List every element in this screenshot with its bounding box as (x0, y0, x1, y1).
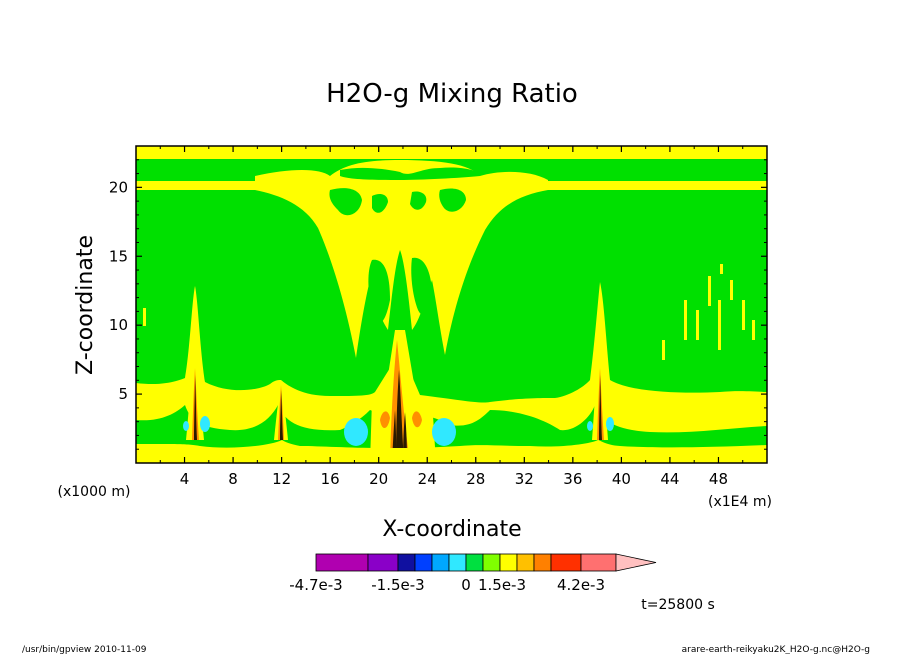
colorbar-segment (367, 553, 399, 572)
top-yellow-band (136, 146, 767, 159)
colorbar-segment (465, 553, 484, 572)
cyan-pocket (200, 416, 210, 432)
colorbar-label: 1.5e-3 (478, 576, 526, 594)
footer-right: arare-earth-reikyaku2K_H2O-g.nc@H2O-g (682, 645, 870, 654)
cyan-pocket (587, 421, 593, 431)
x-tick-label: 48 (709, 470, 728, 488)
colorbar-segment (397, 553, 416, 572)
colorbar-segment (414, 553, 433, 572)
scattered-streaks (143, 264, 755, 360)
central-orange (380, 411, 390, 429)
upper-yellow-plume (255, 160, 548, 358)
upper-green-blob (372, 194, 388, 213)
x-tick-label: 32 (515, 470, 534, 488)
x-tick-label: 12 (272, 470, 291, 488)
central-dark (396, 370, 404, 463)
colorbar-label: 4.2e-3 (557, 576, 605, 594)
y-tick-label: 20 (109, 178, 128, 196)
colorbar-segment (550, 553, 582, 572)
y-tick-label: 10 (109, 316, 128, 334)
column-dark-core (194, 375, 197, 440)
upper-green-blob (340, 167, 480, 180)
colorbar-segment (580, 553, 617, 572)
x-axis: 4 8 12 16 20 24 28 32 36 40 44 48 (159, 146, 744, 488)
upper-green-blob (329, 188, 362, 216)
x-tick-label: 40 (612, 470, 631, 488)
x-axis-label: X-coordinate (382, 517, 521, 542)
colorbar-segment (448, 553, 467, 572)
colorbar: -4.7e-3 -1.5e-3 0 1.5e-3 4.2e-3 (289, 553, 657, 594)
time-label: t=25800 s (641, 597, 715, 613)
upper-green-blob (411, 257, 432, 315)
colorbar-segment (431, 553, 450, 572)
cyan-pocket (344, 418, 368, 446)
upper-green-blob (439, 188, 466, 212)
surface-yellow-strip (136, 448, 767, 463)
column-dark-core (599, 375, 602, 440)
plot-area (136, 146, 767, 463)
colorbar-label: -4.7e-3 (289, 576, 342, 594)
colorbar-segment (499, 553, 518, 572)
x-tick-label: 8 (228, 470, 238, 488)
x-tick-label: 20 (369, 470, 388, 488)
y-tick-label: 15 (109, 247, 128, 265)
colorbar-segment (516, 553, 535, 572)
colorbar-label: 0 (461, 576, 471, 594)
x-unit-right: (x1E4 m) (708, 494, 772, 510)
x-tick-label: 44 (660, 470, 679, 488)
cyan-pocket (606, 417, 614, 431)
colorbar-segment (482, 553, 501, 572)
y-axis: 5 10 15 20 (109, 159, 767, 450)
upper-green-blob (410, 191, 427, 210)
cyan-pocket (432, 418, 456, 446)
x-unit-left: (x1000 m) (58, 484, 131, 500)
colorbar-label: -1.5e-3 (371, 576, 424, 594)
y-tick-label: 5 (118, 385, 128, 403)
x-tick-label: 28 (466, 470, 485, 488)
colorbar-extend (615, 553, 657, 572)
x-tick-label: 36 (563, 470, 582, 488)
x-tick-label: 24 (418, 470, 437, 488)
colorbar-segment (533, 553, 552, 572)
central-yellow (370, 330, 436, 463)
y-axis-label: Z-coordinate (73, 235, 98, 375)
colorbar-segment (315, 553, 369, 572)
column-dark-core (280, 390, 283, 440)
x-tick-label: 16 (321, 470, 340, 488)
footer-left: /usr/bin/gpview 2010-11-09 (22, 645, 147, 654)
chart-title: H2O-g Mixing Ratio (326, 79, 578, 109)
upper-green-blob (368, 259, 390, 323)
central-orange (412, 411, 422, 428)
cyan-pocket (183, 421, 189, 431)
x-tick-label: 4 (180, 470, 190, 488)
